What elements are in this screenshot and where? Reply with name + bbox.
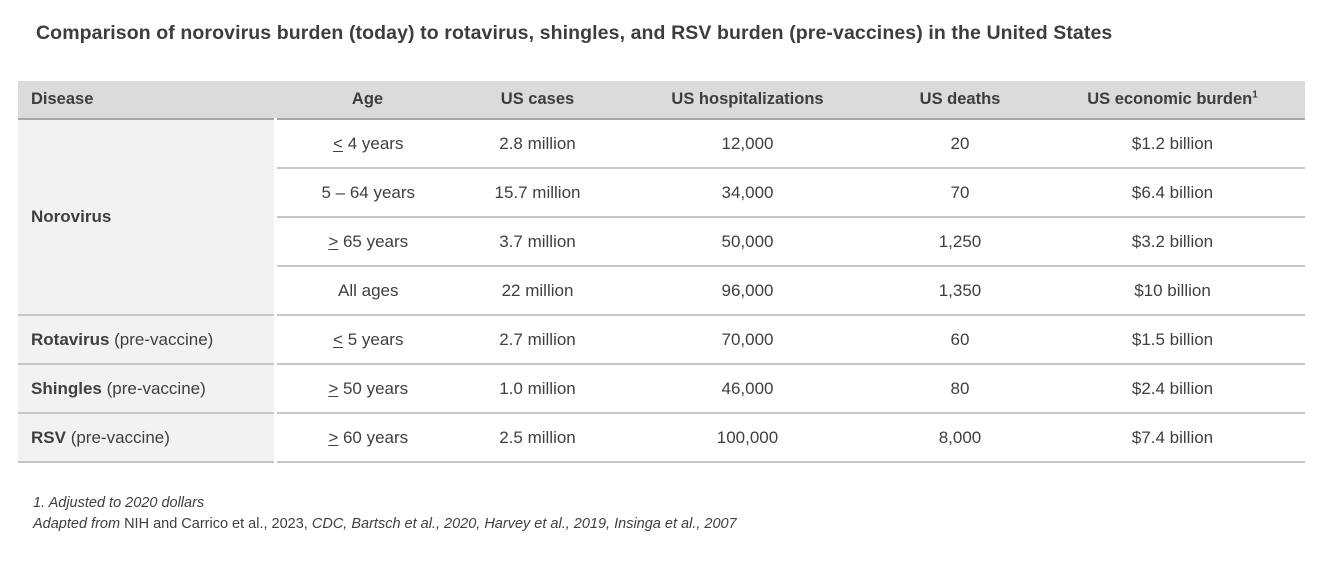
col-header-age: Age [275, 81, 460, 120]
us-economic-burden-cell: $1.2 billion [1040, 119, 1305, 169]
disease-cell-shingles: Shingles (pre-vaccine) [18, 364, 277, 414]
table-row-norovirus-5-64-years: 5 – 64 years 15.7 million 34,000 70 $6.4 bil… [18, 168, 1305, 218]
us-economic-burden-cell: $10 billion [1040, 266, 1305, 316]
disease-suffix: (pre-vaccine) [101, 378, 206, 398]
us-hospitalizations-cell: 46,000 [615, 364, 880, 414]
age-cell: < 4 years [275, 119, 460, 169]
us-deaths-cell: 20 [880, 119, 1040, 169]
footnote-source-part: CDC, Bartsch et al., 2020, Harvey et al.… [311, 516, 737, 532]
table-row-norovirus-all-ages: All ages 22 million 96,000 1,350 $10 billion [18, 266, 1305, 316]
table-row-rsv: RSV (pre-vaccine) > 60 years 2.5 million 10… [18, 413, 1305, 463]
header-row: Disease Age US cases US hospitalizations US … [18, 81, 1305, 120]
page-title: Comparison of norovirus burden (today) t… [36, 22, 1113, 44]
footnote-sources: Adapted from NIH and Carrico et al., 202… [33, 514, 1340, 535]
us-deaths-cell: 60 [880, 315, 1040, 365]
col-header-disease: Disease [18, 81, 275, 120]
table-header: Disease Age US cases US hospitalizations US … [18, 81, 1305, 120]
gte-symbol: > [328, 378, 339, 398]
age-cell: 5 – 64 years [275, 168, 460, 218]
slide: Comparison of norovirus burden (today) t… [0, 22, 1340, 535]
us-cases-cell: 15.7 million [460, 168, 615, 218]
footnote-source-part: Adapted from [33, 516, 125, 532]
footnote-marker: 1 [1252, 89, 1258, 101]
gte-symbol: > [328, 427, 339, 447]
us-economic-burden-cell: $2.4 billion [1040, 364, 1305, 414]
us-deaths-cell: 80 [880, 364, 1040, 414]
footnotes: 1. Adjusted to 2020 dollars Adapted from… [33, 493, 1340, 535]
us-deaths-cell: 1,350 [880, 266, 1040, 316]
us-hospitalizations-cell: 96,000 [615, 266, 880, 316]
gte-symbol: > [328, 231, 339, 251]
us-economic-burden-cell: $7.4 billion [1040, 413, 1305, 463]
us-hospitalizations-cell: 50,000 [615, 217, 880, 267]
us-cases-cell: 3.7 million [460, 217, 615, 267]
disease-suffix: (pre-vaccine) [109, 329, 214, 349]
us-hospitalizations-cell: 34,000 [615, 168, 880, 218]
table-row-rotavirus: Rotavirus (pre-vaccine) < 5 years 2.7 mill… [18, 315, 1305, 365]
footnote-adjusted-dollars: 1. Adjusted to 2020 dollars [33, 495, 205, 511]
col-header-us-cases: US cases [460, 81, 615, 120]
us-deaths-cell: 1,250 [880, 217, 1040, 267]
disease-cell-rsv: RSV (pre-vaccine) [18, 413, 277, 463]
us-economic-burden-cell: $6.4 billion [1040, 168, 1305, 218]
table-body: Norovirus < 4 years 2.8 million 12,000 20 $1.… [18, 119, 1305, 463]
lte-symbol: < [333, 329, 343, 349]
table-row-norovirus-65-years: > 65 years 3.7 million 50,000 1,250 $3.2 bil… [18, 217, 1305, 267]
us-cases-cell: 2.8 million [460, 119, 615, 169]
us-cases-cell: 2.7 million [460, 315, 615, 365]
us-cases-cell: 22 million [460, 266, 615, 316]
age-cell: > 65 years [275, 217, 460, 267]
col-header-us-hospitalizations: US hospitalizations [615, 81, 880, 120]
disease-name: Shingles [31, 378, 102, 398]
table-row-shingles: Shingles (pre-vaccine) > 50 years 1.0 mill… [18, 364, 1305, 414]
us-hospitalizations-cell: 100,000 [615, 413, 880, 463]
col-header-us-deaths: US deaths [880, 81, 1040, 120]
us-deaths-cell: 8,000 [880, 413, 1040, 463]
lte-symbol: < [333, 133, 343, 153]
age-cell: All ages [275, 266, 460, 316]
disease-name: RSV [31, 427, 66, 447]
age-cell: < 5 years [275, 315, 460, 365]
disease-cell-rotavirus: Rotavirus (pre-vaccine) [18, 315, 277, 365]
disease-name: Norovirus [31, 207, 112, 226]
age-cell: > 60 years [275, 413, 460, 463]
us-economic-burden-cell: $1.5 billion [1040, 315, 1305, 365]
col-header-us-economic-burden: US economic burden1 [1040, 81, 1305, 120]
us-cases-cell: 2.5 million [460, 413, 615, 463]
us-hospitalizations-cell: 70,000 [615, 315, 880, 365]
table-row-norovirus-4-years: Norovirus < 4 years 2.8 million 12,000 20 $1.… [18, 119, 1305, 316]
disease-name: Rotavirus [31, 329, 110, 349]
disease-cell-norovirus: Norovirus [18, 119, 277, 316]
age-cell: > 50 years [275, 364, 460, 414]
disease-suffix: (pre-vaccine) [65, 427, 170, 447]
us-cases-cell: 1.0 million [460, 364, 615, 414]
burden-table: Disease Age US cases US hospitalizations US … [18, 81, 1305, 463]
footnote-source-part: NIH and Carrico et al., 2023, [124, 516, 312, 532]
us-economic-burden-cell: $3.2 billion [1040, 217, 1305, 267]
us-deaths-cell: 70 [880, 168, 1040, 218]
us-hospitalizations-cell: 12,000 [615, 119, 880, 169]
